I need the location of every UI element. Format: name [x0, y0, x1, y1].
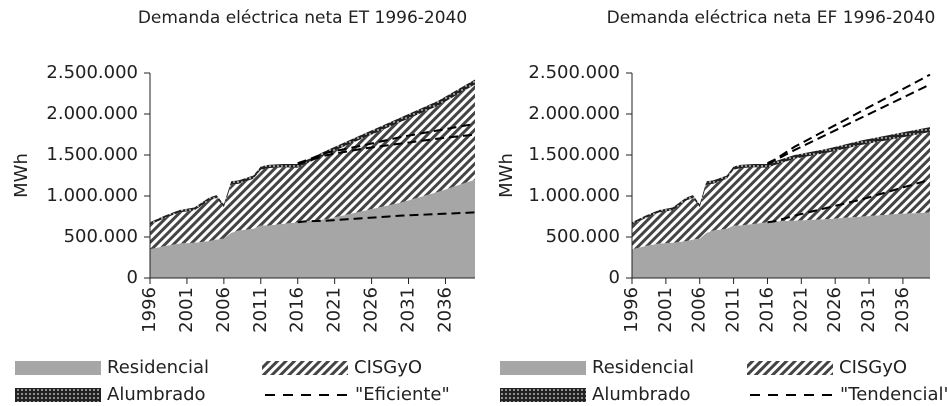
legend-swatch [747, 361, 833, 375]
area [150, 179, 475, 278]
legend-swatch [15, 388, 101, 402]
y-tick-label: 1.500.000 [528, 144, 620, 165]
legend-label: CISGyO [839, 357, 907, 378]
legend-swatch [500, 361, 586, 375]
legend-swatch [15, 361, 101, 375]
y-tick-label: 500.000 [546, 226, 620, 247]
legend-label: Residencial [592, 357, 694, 378]
legend-label: CISGyO [354, 357, 422, 378]
x-tick-label: 2036 [434, 287, 455, 333]
y-tick-label: 0 [127, 267, 138, 288]
legend-swatch [500, 388, 586, 402]
x-tick-label: 2016 [287, 287, 308, 333]
legend-label: Residencial [107, 357, 209, 378]
x-tick-label: 2016 [756, 287, 777, 333]
x-tick-label: 2026 [824, 287, 845, 333]
chart-title: Demanda eléctrica neta ET 1996-2040 [138, 8, 467, 28]
area [632, 132, 930, 250]
x-tick-label: 2021 [790, 287, 811, 333]
y-axis-label: MWh [496, 153, 517, 198]
y-axis-label: MWh [11, 153, 32, 198]
y-tick-label: 1.000.000 [528, 185, 620, 206]
x-tick-label: 2011 [250, 287, 271, 333]
x-tick-label: 2021 [324, 287, 345, 333]
x-tick-label: 2006 [213, 287, 234, 333]
y-tick-label: 2.000.000 [528, 103, 620, 124]
x-tick-label: 2036 [892, 287, 913, 333]
dashed-line [767, 178, 931, 224]
dashed-line [767, 73, 931, 165]
x-tick-label: 2006 [689, 287, 710, 333]
legend-label: Alumbrado [592, 384, 691, 405]
x-tick-label: 2026 [361, 287, 382, 333]
x-tick-label: 2031 [398, 287, 419, 333]
y-tick-label: 2.000.000 [46, 103, 138, 124]
dashed-line [297, 211, 476, 224]
area [632, 127, 930, 225]
x-tick-label: 2011 [723, 287, 744, 333]
y-tick-label: 1.500.000 [46, 144, 138, 165]
x-tick-label: 1996 [621, 287, 642, 333]
area [150, 84, 475, 250]
x-tick-label: 1996 [139, 287, 160, 333]
legend-label: Alumbrado [107, 384, 206, 405]
legend-label: "Eficiente" [355, 384, 450, 405]
area [150, 79, 475, 225]
y-tick-label: 2.500.000 [528, 62, 620, 83]
chart-title: Demanda eléctrica neta EF 1996-2040 [607, 8, 936, 28]
y-tick-label: 2.500.000 [46, 62, 138, 83]
x-tick-label: 2031 [858, 287, 879, 333]
y-tick-label: 500.000 [64, 226, 138, 247]
x-tick-label: 2001 [176, 287, 197, 333]
dashed-line [297, 122, 476, 165]
y-tick-label: 0 [609, 267, 620, 288]
x-tick-label: 2001 [655, 287, 676, 333]
area [632, 212, 930, 278]
legend-swatch [262, 361, 348, 375]
y-tick-label: 1.000.000 [46, 185, 138, 206]
legend-label: "Tendencial" [840, 384, 947, 405]
